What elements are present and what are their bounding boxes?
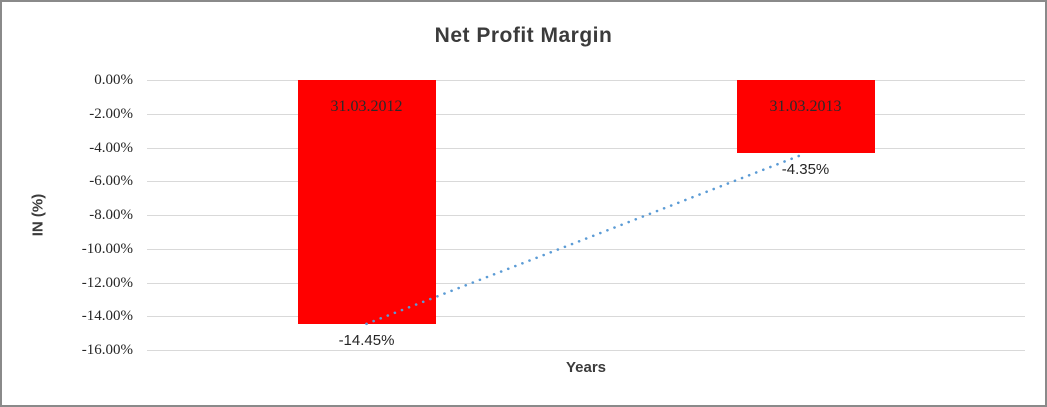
gridline xyxy=(147,147,1025,149)
y-axis-tick-label: -4.00% xyxy=(89,139,133,156)
gridline xyxy=(147,316,1025,318)
y-axis-tick-label: -10.00% xyxy=(81,240,133,257)
y-axis-tick-label: -12.00% xyxy=(81,274,133,291)
y-axis-tick-label: 0.00% xyxy=(94,72,133,88)
gridline xyxy=(147,282,1025,284)
plot-area: 31.03.2012 -14.45% 31.03.2013 -4.35% xyxy=(147,80,1025,352)
bar-31.03.2012: 31.03.2012 xyxy=(297,80,436,324)
x-axis-title: Years xyxy=(565,359,607,376)
gridline xyxy=(147,350,1025,351)
bar-31.03.2013: 31.03.2013 xyxy=(736,80,875,154)
y-axis-tick-label: -2.00% xyxy=(89,105,133,122)
chart-title: Net Profit Margin xyxy=(434,24,613,47)
y-axis-tick-label: -16.00% xyxy=(81,342,133,358)
bar-data-label: -14.45% xyxy=(338,331,395,349)
bar-data-label: -4.35% xyxy=(781,161,830,179)
bar-category-label: 31.03.2013 xyxy=(769,98,842,115)
y-axis-tick-label: -8.00% xyxy=(89,207,133,223)
y-axis: 0.00% -2.00% -4.00% -6.00% -8.00% -10.00% -12.… xyxy=(2,72,133,358)
gridline xyxy=(147,80,1025,81)
y-axis-tick-label: -6.00% xyxy=(89,173,133,190)
y-axis-tick-label: -14.00% xyxy=(81,308,133,325)
gridline xyxy=(147,181,1025,183)
trendline xyxy=(365,152,807,326)
bar-category-label: 31.03.2012 xyxy=(330,98,403,115)
gridline xyxy=(147,215,1025,216)
gridline xyxy=(147,248,1025,250)
gridline xyxy=(147,113,1025,115)
